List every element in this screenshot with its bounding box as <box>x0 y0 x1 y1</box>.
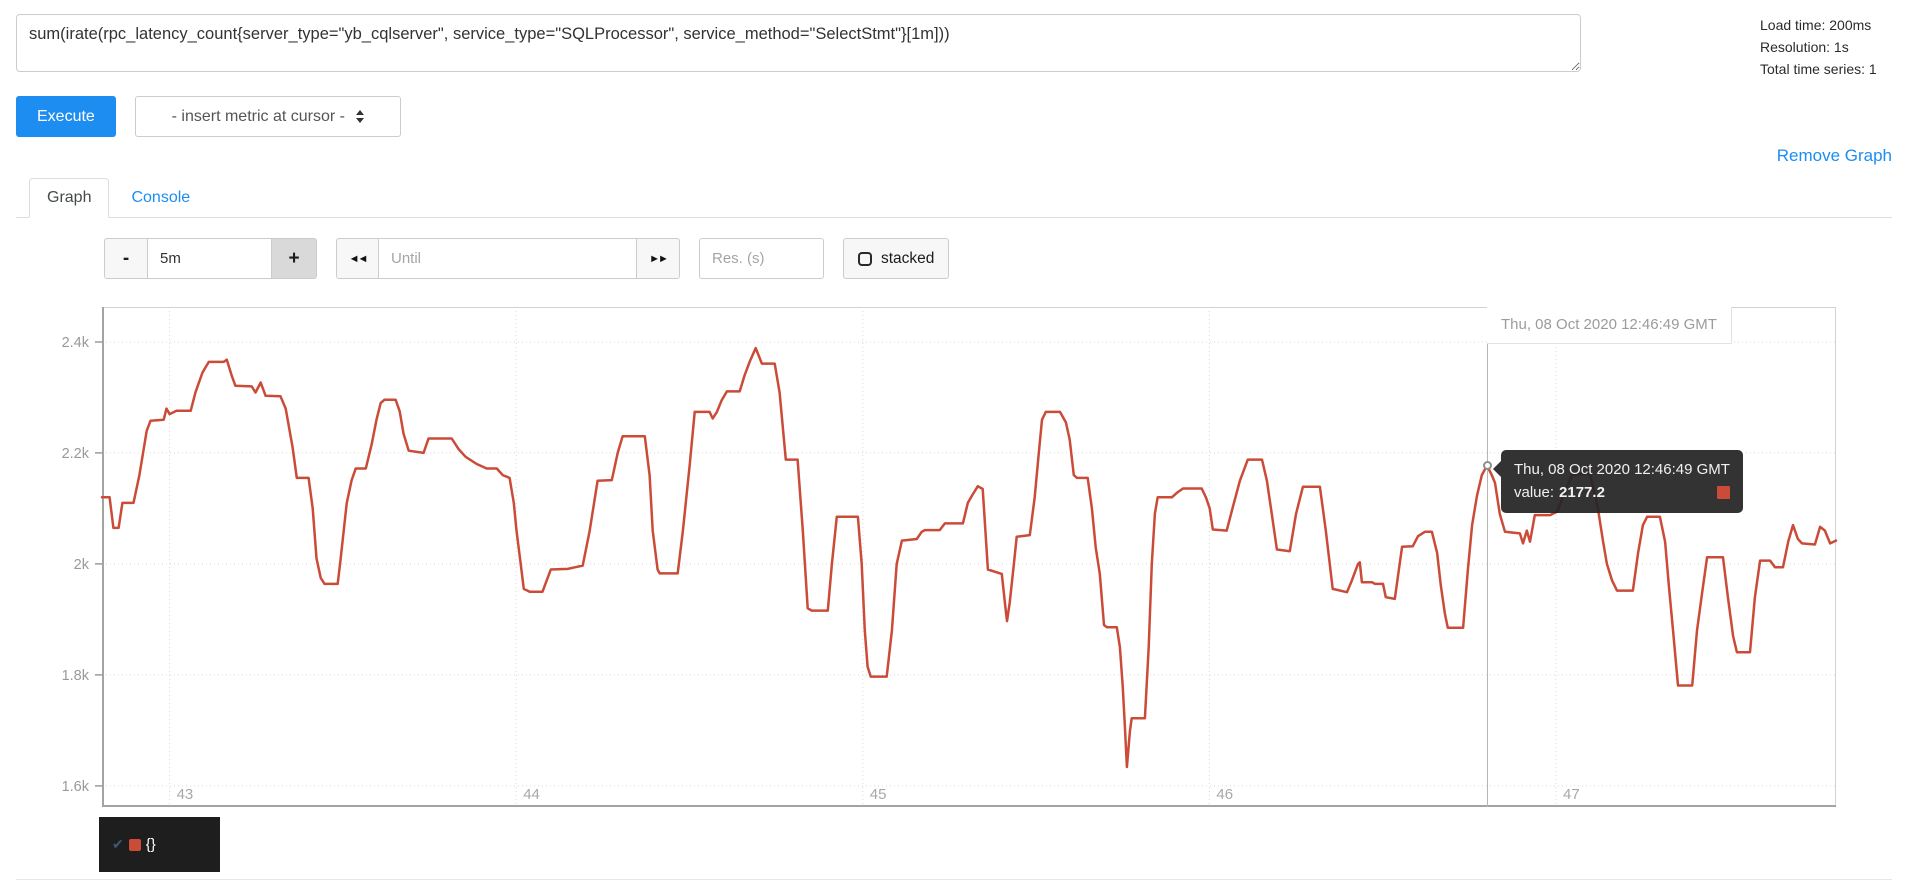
remove-graph-link[interactable]: Remove Graph <box>1776 146 1892 165</box>
tab-console[interactable]: Console <box>131 189 191 206</box>
legend-item[interactable]: ✔ {} <box>99 817 220 872</box>
svg-text:1.6k: 1.6k <box>62 779 90 795</box>
range-input[interactable] <box>148 238 271 279</box>
total-series-text: Total time series: 1 <box>1760 61 1877 77</box>
fast-forward-button[interactable]: ►► <box>636 238 680 279</box>
until-input-group: ◄◄ ►► <box>336 238 680 279</box>
line-chart: 2.4k 2.2k 2k 1.8k 1.6k 43 44 45 46 47 <box>62 307 1838 807</box>
hover-tooltip: Thu, 08 Oct 2020 12:46:49 GMT value: 217… <box>1493 449 1743 513</box>
range-increase-button[interactable]: + <box>271 238 317 279</box>
fast-forward-icon: ►► <box>649 252 669 265</box>
svg-text:2k: 2k <box>74 557 90 573</box>
insert-metric-select[interactable]: - insert metric at cursor - <box>134 96 401 137</box>
select-updown-icon <box>355 110 364 123</box>
resolution-text: Resolution: 1s <box>1760 39 1849 55</box>
hover-point-marker <box>1482 461 1492 471</box>
hover-date-text: Thu, 08 Oct 2020 12:46:49 GMT <box>1501 316 1717 333</box>
checkbox-icon <box>858 251 872 266</box>
rewind-button[interactable]: ◄◄ <box>336 238 379 279</box>
insert-metric-label: - insert metric at cursor - <box>171 107 345 125</box>
tab-graph[interactable]: Graph <box>29 178 110 218</box>
remove-graph-row: Remove Graph <box>16 146 1892 166</box>
svg-text:43: 43 <box>177 786 194 803</box>
tab-bar: Graph Console <box>16 178 1892 218</box>
svg-text:2.4k: 2.4k <box>62 335 90 351</box>
panel-bottom-divider <box>16 879 1892 880</box>
execute-button[interactable]: Execute <box>16 96 116 137</box>
expression-input[interactable]: sum(irate(rpc_latency_count{server_type=… <box>16 14 1581 72</box>
svg-text:2.2k: 2.2k <box>62 446 90 462</box>
svg-text:1.8k: 1.8k <box>62 668 90 684</box>
rewind-icon: ◄◄ <box>348 252 369 265</box>
stacked-toggle-button[interactable]: stacked <box>843 238 950 279</box>
tooltip-value-label: value: <box>1514 483 1555 501</box>
svg-text:44: 44 <box>523 786 540 803</box>
range-decrease-button[interactable]: - <box>104 238 148 279</box>
legend-check-icon: ✔ <box>112 836 124 852</box>
legend-series-swatch-icon <box>128 838 141 851</box>
graph-controls: - + ◄◄ ►► stacked <box>104 238 1892 279</box>
svg-text:45: 45 <box>870 786 887 803</box>
query-row: sum(irate(rpc_latency_count{server_type=… <box>16 14 1892 80</box>
hover-crosshair-line <box>1487 307 1488 807</box>
chart-plot-area[interactable]: 2.4k 2.2k 2k 1.8k 1.6k 43 44 45 46 47 Thu, 08 Oct… <box>62 307 1838 807</box>
legend-series-label: {} <box>145 836 156 853</box>
range-input-group: - + <box>104 238 317 279</box>
tooltip-datetime: Thu, 08 Oct 2020 12:46:49 GMT <box>1514 460 1730 478</box>
svg-text:46: 46 <box>1216 786 1233 803</box>
resolution-input[interactable] <box>699 238 824 279</box>
query-stats: Load time: 200ms Resolution: 1s Total ti… <box>1760 14 1892 80</box>
stacked-label: stacked <box>881 249 935 267</box>
until-input[interactable] <box>379 238 636 279</box>
load-time-text: Load time: 200ms <box>1760 17 1872 33</box>
execute-row: Execute - insert metric at cursor - <box>16 96 1892 137</box>
tooltip-series-swatch-icon <box>1716 485 1730 499</box>
hover-date-box: Thu, 08 Oct 2020 12:46:49 GMT <box>1487 307 1732 344</box>
svg-text:47: 47 <box>1563 786 1580 803</box>
tooltip-value: 2177.2 <box>1559 483 1605 501</box>
graph-region: 2.4k 2.2k 2k 1.8k 1.6k 43 44 45 46 47 Thu, 08 Oct… <box>16 307 1892 807</box>
tooltip-value-row: value: 2177.2 <box>1514 481 1730 504</box>
